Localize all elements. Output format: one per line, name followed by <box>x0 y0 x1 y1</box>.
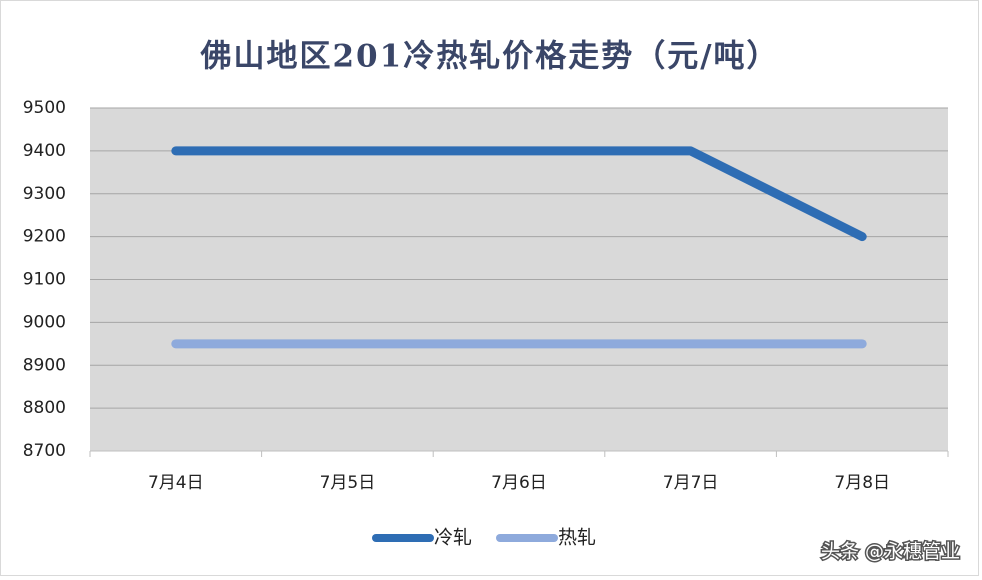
x-tick-label: 7月6日 <box>491 473 547 493</box>
y-tick-label: 8800 <box>23 398 66 418</box>
y-tick-label: 9400 <box>23 141 66 161</box>
y-tick-label: 9500 <box>23 98 66 118</box>
chart-title: 佛山地区201冷热轧价格走势（元/吨） <box>199 39 779 75</box>
legend-label: 冷轧 <box>434 527 472 549</box>
y-tick-label: 9200 <box>23 227 66 247</box>
y-tick-label: 9100 <box>23 270 66 290</box>
x-tick-label: 7月7日 <box>663 473 719 493</box>
x-tick-label: 7月8日 <box>834 473 890 493</box>
series-line <box>171 146 867 242</box>
y-tick-label: 8900 <box>23 355 66 375</box>
y-tick-label: 9300 <box>23 184 66 204</box>
y-tick-label: 9000 <box>23 312 66 332</box>
watermark-text: 头条 @永穗管业 <box>821 541 960 563</box>
y-tick-label: 8700 <box>23 441 66 461</box>
legend-label: 热轧 <box>558 527 596 549</box>
watermark: 头条 @永穗管业 <box>819 539 961 564</box>
x-tick-label: 7月4日 <box>148 473 204 493</box>
x-tick-label: 7月5日 <box>320 473 376 493</box>
